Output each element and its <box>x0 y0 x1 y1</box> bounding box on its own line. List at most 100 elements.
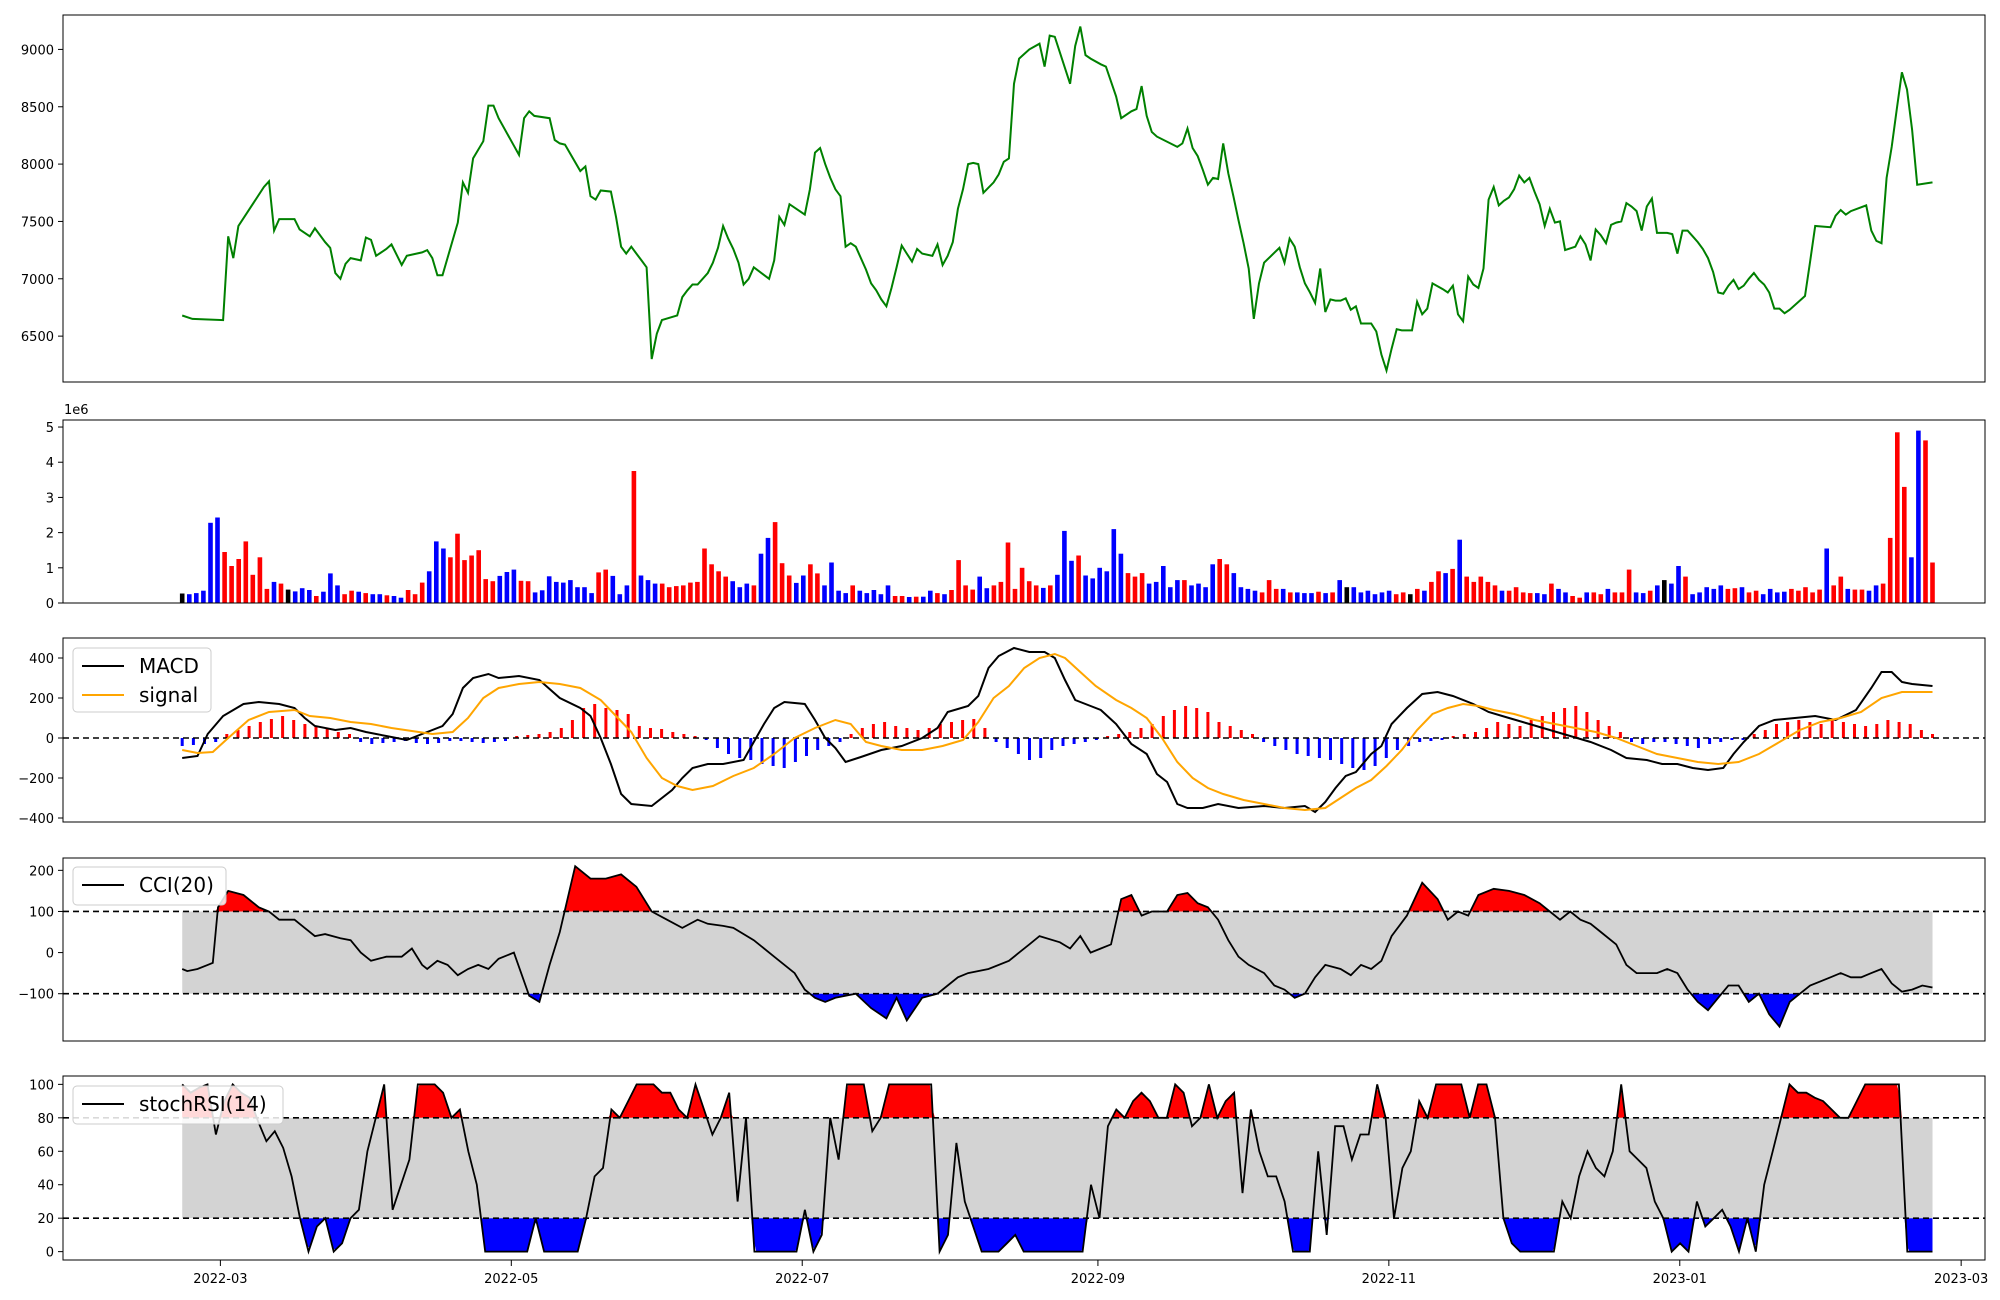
macd-histogram-bar <box>1429 738 1433 741</box>
volume-bar <box>342 594 347 603</box>
volume-bar <box>723 576 728 603</box>
cci-line <box>181 864 1933 1029</box>
macd-histogram-bar <box>348 734 351 738</box>
volume-bar <box>476 550 481 603</box>
volume-bar <box>659 583 665 603</box>
volume-bar <box>716 571 721 603</box>
volume-bar <box>794 582 799 603</box>
macd-histogram-bar <box>1306 738 1310 756</box>
macd-histogram-bar <box>1786 722 1790 738</box>
volume-bar <box>1118 553 1124 603</box>
volume-bar <box>1852 589 1858 603</box>
y-tick-label: 200 <box>29 692 54 707</box>
macd-histogram-bar <box>1050 738 1054 750</box>
volume-bar <box>321 591 326 603</box>
volume-bar <box>709 564 714 603</box>
volume-bar <box>1803 587 1808 603</box>
volume-bar <box>822 585 827 603</box>
macd-histogram-bar <box>1507 724 1511 738</box>
volume-bar <box>434 541 439 603</box>
volume-bar <box>864 593 870 603</box>
macd-histogram-bar <box>191 738 195 745</box>
macd-histogram-bar <box>258 722 262 738</box>
volume-bar <box>554 581 559 603</box>
volume-bar <box>808 564 813 603</box>
volume-bar <box>949 590 954 603</box>
y-tick-label: 0 <box>46 947 54 962</box>
volume-bar <box>568 580 573 603</box>
volume-bar <box>617 594 623 603</box>
volume-bar <box>1055 574 1060 603</box>
macd-histogram-bar <box>760 738 764 764</box>
macd-histogram-bar <box>426 738 429 744</box>
macd-histogram-bar <box>660 729 664 738</box>
volume-bar <box>970 589 975 603</box>
volume-bar <box>1372 594 1378 603</box>
volume-bar <box>1916 430 1921 603</box>
macd-panel: −400 −200 0 200 400 MACD signal <box>18 637 1986 827</box>
volume-bar <box>1640 593 1646 603</box>
macd-histogram-bar <box>1607 726 1611 738</box>
macd-histogram-bar <box>1518 726 1522 738</box>
macd-histogram-bar <box>782 738 786 768</box>
volume-bar <box>892 596 898 603</box>
macd-histogram-bar <box>693 736 697 738</box>
macd-histogram-bar <box>615 710 619 738</box>
macd-histogram-bar <box>1284 738 1288 750</box>
volume-bar <box>899 596 905 603</box>
volume-bars-group <box>179 430 1935 604</box>
macd-histogram-bar <box>1931 734 1934 738</box>
macd-histogram-bar <box>950 722 953 738</box>
macd-histogram-bar <box>838 738 842 742</box>
cci-panel: −100 0 100 200 CCI(20) <box>18 857 1986 1042</box>
volume-bar <box>1076 555 1081 603</box>
volume-bar <box>1725 588 1731 603</box>
volume-bar <box>1259 592 1265 603</box>
volume-bar <box>1422 590 1427 603</box>
macd-histogram-bar <box>682 734 686 738</box>
macd-histogram-bar <box>1340 738 1344 764</box>
macd-histogram-bar <box>626 714 630 738</box>
macd-histogram-bar <box>1875 724 1879 738</box>
volume-bar <box>1048 585 1053 603</box>
macd-histogram-bar <box>1797 720 1801 738</box>
macd-histogram-bar <box>459 738 463 741</box>
price-axes-frame <box>62 14 1986 383</box>
macd-histogram-bar <box>871 724 875 738</box>
volume-bar <box>1782 591 1787 603</box>
volume-bar <box>666 587 672 603</box>
macd-histogram-bar <box>1228 726 1232 738</box>
macd-histogram-bar <box>1016 738 1020 754</box>
volume-bar <box>596 572 601 603</box>
volume-bar <box>1125 573 1131 603</box>
volume-bar <box>1605 588 1611 603</box>
macd-histogram-bar <box>504 738 507 741</box>
volume-bar <box>1033 585 1039 603</box>
volume-bar <box>1280 588 1286 603</box>
volume-bar <box>730 581 735 603</box>
volume-bar <box>702 548 707 603</box>
macd-histogram-bar <box>1184 706 1188 738</box>
volume-bar <box>1132 576 1138 603</box>
volume-bar <box>1175 580 1180 603</box>
volume-bar <box>1266 580 1272 603</box>
volume-bar <box>314 596 319 603</box>
macd-histogram-bar <box>325 729 329 738</box>
volume-bar <box>511 569 517 603</box>
volume-bar <box>561 582 566 603</box>
volume-bar <box>187 594 192 603</box>
macd-histogram-bar <box>381 738 385 743</box>
macd-histogram-bar <box>1841 722 1845 738</box>
volume-bar <box>285 589 291 603</box>
volume-bar <box>1633 592 1639 603</box>
macd-histogram-bar <box>1552 712 1555 738</box>
volume-bar <box>1386 590 1392 603</box>
overbought-fill <box>182 866 1933 912</box>
volume-bar <box>1845 588 1851 603</box>
cci-legend: CCI(20) <box>72 866 227 906</box>
macd-histogram-bar <box>1752 734 1756 738</box>
macd-histogram-bar <box>1585 712 1589 738</box>
volume-bar <box>1429 581 1434 603</box>
volume-bar <box>1760 594 1766 603</box>
volume-bar <box>1196 583 1201 603</box>
